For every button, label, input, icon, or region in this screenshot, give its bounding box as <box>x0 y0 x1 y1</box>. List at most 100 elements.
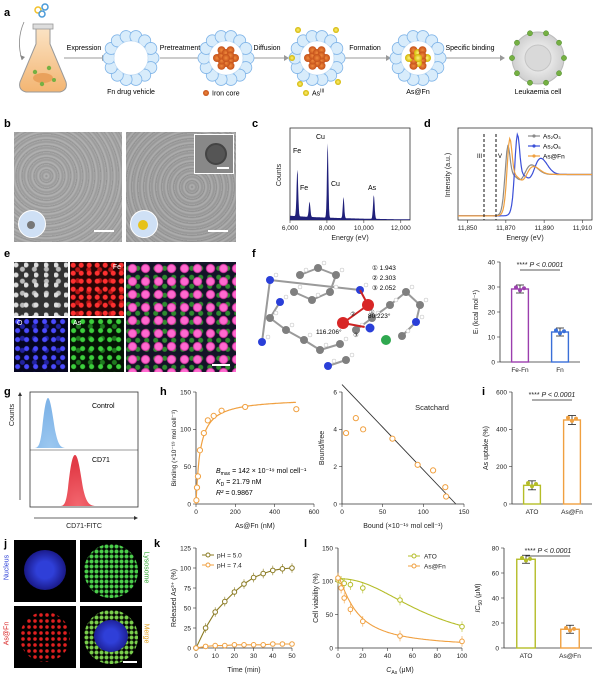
panel-h2-ytick-label: 2 <box>333 464 337 471</box>
viability-data-point <box>360 585 366 591</box>
bar-ytick-label: 10 <box>488 334 496 341</box>
binding-data-point <box>218 407 225 414</box>
legend-marker <box>411 553 417 559</box>
panel-k-ytick-label: 0 <box>187 645 191 652</box>
molecule-hydrogen <box>315 292 321 298</box>
panel-h1-xtick-label: 400 <box>269 509 280 516</box>
xanes-curve-as-fn <box>458 136 592 217</box>
binding-data-point <box>204 417 211 424</box>
tem-inset-zoom <box>194 134 234 174</box>
bar-ytick-label: 200 <box>496 464 507 471</box>
bar-category-label: Fn <box>556 367 564 374</box>
molecule-atom <box>308 296 316 304</box>
label-lysosome: Lysosome <box>142 551 150 584</box>
panel-c-xtick-label: 8,000 <box>319 225 336 232</box>
panel-letter-h: h <box>160 386 167 398</box>
viability-data-point <box>397 633 403 639</box>
receptor-dot <box>509 55 515 61</box>
panel-l-ic50: 0 20 40 60 80 ATO As@Fn **** P < 0.0001 IC50 (μM… <box>475 545 592 660</box>
ic50-sub: 50 <box>478 600 484 606</box>
viability-data-point <box>338 585 344 591</box>
confocal-merge <box>80 606 142 668</box>
molecule-hydrogen <box>273 272 279 278</box>
panel-h2-title: Scatchard <box>415 403 449 412</box>
c-label: C <box>386 667 392 674</box>
panel-h1-xtick-label: 600 <box>309 509 320 516</box>
scale-bar-j <box>123 661 137 663</box>
c-sub: As <box>391 670 397 676</box>
marker-label-v: V <box>498 154 502 160</box>
bar-data-point <box>564 626 568 631</box>
release-data-point <box>202 625 209 631</box>
panel-letter-l: l <box>304 538 307 550</box>
panel-h2-ylabel: Bound/free <box>319 431 326 465</box>
peak-label-fe-1: Fe <box>293 148 301 155</box>
viability-data-point <box>347 581 354 588</box>
molecule-atom <box>332 271 340 279</box>
bar-data-point <box>572 626 576 631</box>
molecule-atom <box>276 298 284 306</box>
molecule-hydrogen <box>375 310 381 316</box>
binding-data-point <box>193 484 201 491</box>
molecule-atom <box>368 314 376 322</box>
panel-h1-ytick-label: 50 <box>184 464 192 471</box>
panel-l1-xtick-label: 40 <box>384 653 392 660</box>
viability-data-point <box>459 638 465 645</box>
panel-letter-b: b <box>4 118 11 130</box>
map-merge <box>126 262 236 372</box>
legend-marker <box>411 563 417 569</box>
panel-c-axes <box>289 127 411 221</box>
map-o: O <box>14 318 68 372</box>
panel-h1-ytick-label: 0 <box>187 501 191 508</box>
bar-data-point <box>528 556 532 561</box>
molecule-atom <box>296 271 304 279</box>
molecule-atom <box>314 264 322 272</box>
receptor-dot <box>527 30 533 37</box>
bar-data-point <box>558 331 562 336</box>
arrow-formation: Formation <box>344 45 391 61</box>
panel-k-xtick-label: 20 <box>231 653 239 660</box>
panel-letter-f: f <box>252 248 256 260</box>
molecule-atom <box>386 301 394 309</box>
bar-ytick-label: 30 <box>488 284 496 291</box>
ic50-label: IC <box>475 605 482 613</box>
tem-image-as-fn <box>126 132 236 242</box>
bar-data-point <box>570 418 574 423</box>
receptor-dot <box>556 39 562 46</box>
as-ion <box>335 79 341 85</box>
panel-l1-ytick-label: 0 <box>329 645 333 652</box>
binding-data-point <box>193 497 200 504</box>
panel-letter-i: i <box>482 386 485 398</box>
arrow-label-formation: Formation <box>349 45 381 52</box>
molecule-atom <box>412 318 420 326</box>
release-data-point <box>260 570 267 577</box>
legend-as2o3: As₂O₃ <box>543 134 561 141</box>
molecule-atom <box>258 338 266 346</box>
binding-data-point <box>293 406 300 413</box>
release-data-point <box>231 589 238 595</box>
bar-data-point <box>520 556 524 561</box>
receptor-dot <box>514 70 520 77</box>
panel-l1-ytick-label: 50 <box>326 612 334 619</box>
panel-l1-xtick-label: 20 <box>359 653 367 660</box>
panel-h-stats: Bmax = 142 × 10⁻¹⁹ mol cell⁻¹ KD = 21.79… <box>216 468 307 497</box>
panel-h2-ytick-label: 4 <box>333 427 337 434</box>
panel-k-ytick-label: 100 <box>180 565 191 572</box>
receptor-dot <box>543 79 549 86</box>
tem-inset-fn-core <box>27 221 35 229</box>
bar-ytick-label: 400 <box>496 427 507 434</box>
diffusion-cage-icon <box>288 30 346 86</box>
confocal-as-fn <box>14 606 76 668</box>
molecule-atom-o <box>364 322 376 334</box>
receptor-dot <box>543 30 549 37</box>
significance-label: **** P < 0.0001 <box>529 392 576 399</box>
molecule-atom <box>402 288 410 296</box>
panel-h1-xlabel: As@Fn (nM) <box>235 523 275 530</box>
fn-vehicle-icon <box>102 30 160 86</box>
peak-label-cu-2: Cu <box>331 181 340 188</box>
molecule-hydrogen <box>323 342 329 348</box>
as-fn-cage-icon <box>389 30 447 86</box>
map-label-as: As <box>73 320 82 327</box>
molecule-atom <box>266 314 274 322</box>
bar-category-label: As@Fn <box>559 653 581 660</box>
